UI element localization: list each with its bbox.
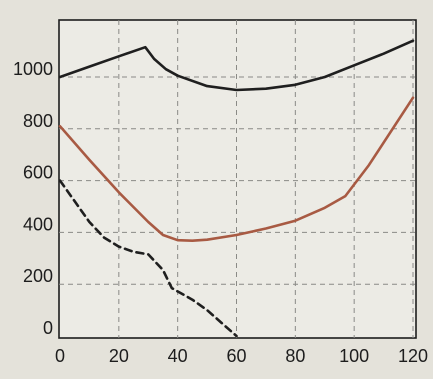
y-tick-label: 400	[23, 214, 53, 234]
y-axis-ticks: 0 200 400 600 800 1000	[13, 59, 53, 338]
x-tick-label: 100	[339, 346, 369, 366]
x-tick-label: 0	[55, 346, 65, 366]
series-group	[58, 39, 415, 338]
y-tick-label: 1000	[13, 59, 53, 79]
x-tick-label: 40	[168, 346, 188, 366]
x-axis-ticks: 0 20 40 60 80 100 120	[55, 346, 428, 366]
y-tick-label: 800	[23, 111, 53, 131]
x-tick-label: 120	[398, 346, 428, 366]
x-tick-label: 20	[109, 346, 129, 366]
y-tick-label: 0	[43, 318, 53, 338]
x-tick-label: 80	[285, 346, 305, 366]
series-line-1	[58, 39, 415, 92]
x-tick-label: 60	[226, 346, 246, 366]
grid	[59, 20, 416, 338]
y-tick-label: 600	[23, 163, 53, 183]
series-line-2	[58, 96, 415, 242]
plot-background	[58, 19, 417, 339]
y-tick-label: 200	[23, 266, 53, 286]
series-line-3	[58, 179, 238, 338]
